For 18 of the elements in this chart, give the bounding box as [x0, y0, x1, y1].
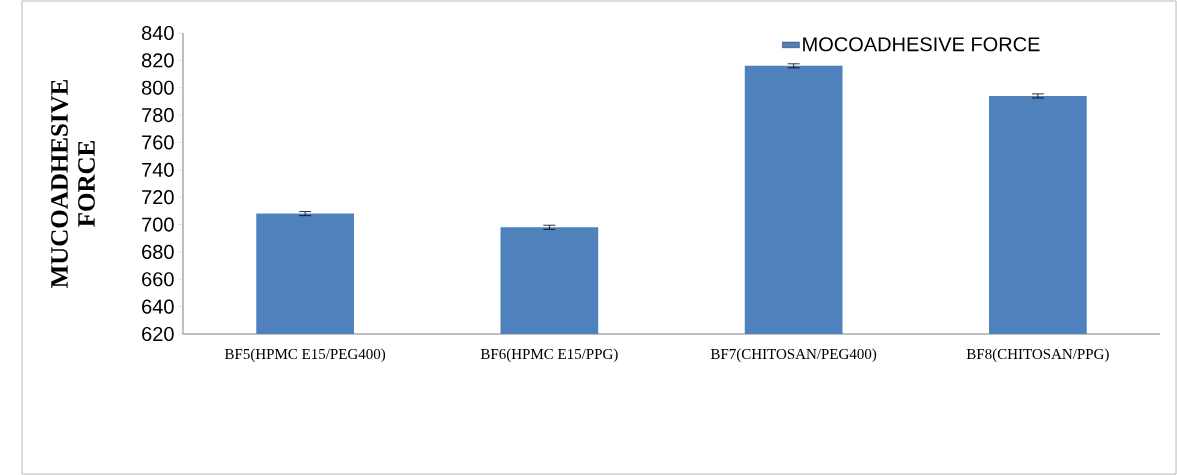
legend-label: MOCOADHESIVE FORCE	[803, 37, 1040, 52]
x-tick-label: BF5(HPMC E15/PEG400)	[224, 348, 386, 363]
y-tick-label: 740	[142, 162, 174, 177]
y-tick-label: 660	[142, 272, 174, 287]
y-tick-label: 640	[142, 299, 174, 314]
y-tick-label: 820	[141, 53, 174, 68]
y-tick-label: 760	[142, 135, 174, 150]
y-tick-label: 720	[142, 190, 174, 205]
x-tick-label: BF8(CHITOSAN/PPG)	[966, 348, 1109, 363]
y-tick-label: 840	[141, 25, 174, 41]
y-tick-label: 620	[142, 326, 174, 342]
y-tick-label: 780	[142, 108, 174, 123]
y-axis-title: MUCOADHESIVE FORCE	[51, 79, 95, 288]
x-tick-label: BF6(HPMC E15/PPG)	[480, 348, 618, 363]
y-tick-label: 700	[142, 217, 174, 232]
y-tick-label: 800	[141, 80, 174, 95]
x-tick-label: BF7(CHITOSAN/PEG400)	[710, 348, 877, 363]
y-tick-label: 680	[142, 244, 174, 259]
